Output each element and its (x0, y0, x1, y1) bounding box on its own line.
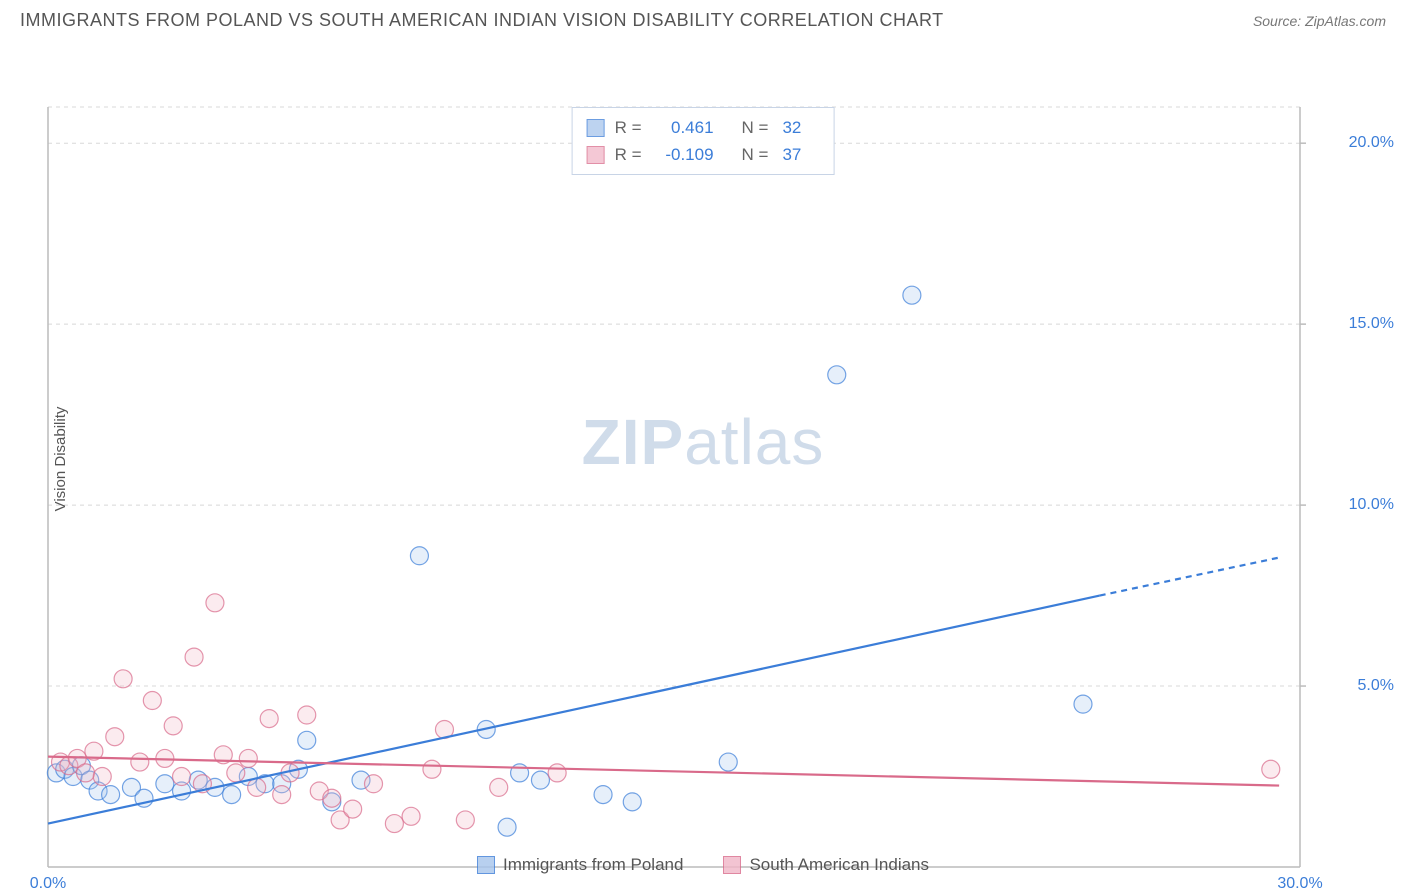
y-tick-label: 15.0% (1349, 315, 1394, 333)
data-point (93, 768, 111, 786)
y-tick-label: 20.0% (1349, 134, 1394, 152)
data-point (423, 760, 441, 778)
data-point (490, 778, 508, 796)
data-point (323, 789, 341, 807)
data-point (206, 594, 224, 612)
data-point (273, 786, 291, 804)
data-point (223, 786, 241, 804)
data-point (531, 771, 549, 789)
source-label: Source: ZipAtlas.com (1253, 13, 1386, 29)
data-point (548, 764, 566, 782)
legend-label: Immigrants from Poland (503, 855, 683, 875)
data-point (131, 753, 149, 771)
data-point (623, 793, 641, 811)
data-point (903, 286, 921, 304)
data-point (260, 710, 278, 728)
data-point (498, 818, 516, 836)
y-tick-label: 5.0% (1358, 677, 1394, 695)
data-point (828, 366, 846, 384)
trend-line (48, 596, 1100, 824)
data-point (106, 728, 124, 746)
data-point (173, 768, 191, 786)
data-point (1074, 695, 1092, 713)
legend-swatch (477, 856, 495, 874)
data-point (248, 778, 266, 796)
data-point (239, 749, 257, 767)
x-tick-label: 0.0% (30, 875, 66, 893)
data-point (344, 800, 362, 818)
n-value: 37 (782, 141, 801, 168)
x-tick-label: 30.0% (1277, 875, 1322, 893)
data-point (298, 731, 316, 749)
y-tick-label: 10.0% (1349, 496, 1394, 514)
data-point (102, 786, 120, 804)
n-label: N = (742, 114, 769, 141)
legend-stat-row: R = 0.461 N = 32 (587, 114, 820, 141)
page-title: IMMIGRANTS FROM POLAND VS SOUTH AMERICAN… (20, 10, 944, 31)
chart-container: Vision Disability ZIPatlas R =0.461N =32… (0, 39, 1406, 879)
trend-line-dash (1100, 558, 1279, 596)
data-point (156, 775, 174, 793)
data-point (143, 692, 161, 710)
legend-item: Immigrants from Poland (477, 855, 683, 875)
r-value: -0.109 (656, 141, 714, 168)
legend-swatch (723, 856, 741, 874)
data-point (719, 753, 737, 771)
data-point (185, 648, 203, 666)
r-value: 0.461 (656, 114, 714, 141)
data-point (402, 807, 420, 825)
data-point (164, 717, 182, 735)
legend-stat-row: R = -0.109 N = 37 (587, 141, 820, 168)
data-point (410, 547, 428, 565)
data-point (1262, 760, 1280, 778)
n-label: N = (742, 141, 769, 168)
y-axis-label: Vision Disability (52, 407, 69, 512)
data-point (227, 764, 245, 782)
n-value: 32 (782, 114, 801, 141)
legend-swatch (587, 146, 605, 164)
bottom-legend: Immigrants from Poland South American Ind… (477, 855, 929, 875)
data-point (114, 670, 132, 688)
legend-label: South American Indians (749, 855, 929, 875)
r-label: R = (615, 141, 642, 168)
legend-item: South American Indians (723, 855, 929, 875)
r-label: R = (615, 114, 642, 141)
data-point (77, 764, 95, 782)
data-point (365, 775, 383, 793)
data-point (298, 706, 316, 724)
data-point (594, 786, 612, 804)
legend-stats-box: R = 0.461 N = 32 R = -0.109 N = 37 (572, 107, 835, 175)
data-point (456, 811, 474, 829)
data-point (385, 815, 403, 833)
legend-swatch (587, 119, 605, 137)
